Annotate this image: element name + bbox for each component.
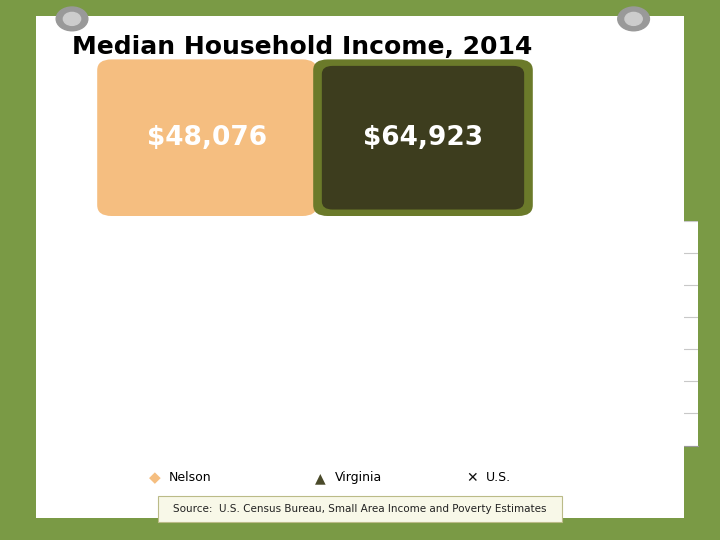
- Text: Virginia: Virginia: [335, 471, 382, 484]
- Virginia: [378, 245, 387, 252]
- Text: Source:  U.S. Census Bureau, Small Area Income and Poverty Estimates: Source: U.S. Census Bureau, Small Area I…: [174, 504, 546, 514]
- Nelson: [621, 288, 630, 295]
- Virginia: [135, 250, 143, 256]
- Nelson: [135, 293, 143, 299]
- Text: ◆: ◆: [149, 470, 161, 485]
- U.S.: [500, 276, 508, 282]
- Text: ▲: ▲: [315, 471, 325, 485]
- U.S.: [135, 284, 143, 291]
- Text: Nelson: Nelson: [169, 471, 212, 484]
- Nelson: [500, 296, 508, 303]
- Line: U.S.: U.S.: [132, 267, 631, 293]
- Nelson: [256, 296, 265, 303]
- Virginia: [500, 242, 508, 248]
- Text: Median Household Income, 2014: Median Household Income, 2014: [72, 35, 532, 59]
- U.S.: [621, 271, 630, 277]
- Nelson: [378, 294, 387, 301]
- Virginia: [256, 247, 265, 253]
- Text: $64,923: $64,923: [363, 125, 482, 151]
- Line: Nelson: Nelson: [134, 287, 630, 305]
- Text: U.S.: U.S.: [486, 471, 511, 484]
- Line: Virginia: Virginia: [133, 232, 631, 259]
- Text: $48,076: $48,076: [147, 125, 266, 151]
- U.S.: [378, 279, 387, 286]
- Virginia: [621, 234, 630, 241]
- U.S.: [256, 281, 265, 288]
- Text: ✕: ✕: [466, 471, 477, 485]
